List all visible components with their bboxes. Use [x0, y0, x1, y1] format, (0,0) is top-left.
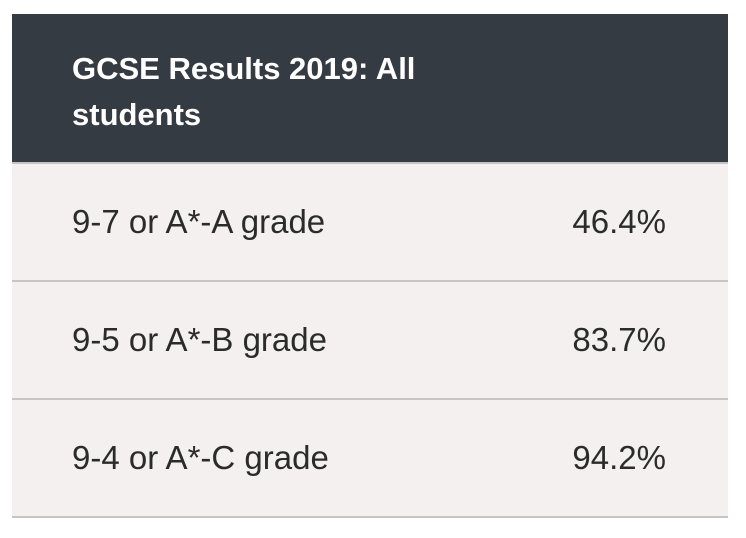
grade-label: 9-5 or A*-B grade	[72, 321, 327, 358]
table-row: 9-5 or A*-B grade 83.7%	[12, 280, 728, 398]
grade-label: 9-7 or A*-A grade	[72, 203, 326, 240]
gcse-results-table: GCSE Results 2019: All students 9-7 or A…	[12, 14, 728, 518]
table-row: 9-7 or A*-A grade 46.4%	[12, 162, 728, 280]
grade-label: 9-4 or A*-C grade	[72, 439, 329, 476]
grade-percentage: 83.7%	[572, 321, 666, 358]
table-title: GCSE Results 2019: All students	[72, 51, 416, 132]
table-header: GCSE Results 2019: All students	[12, 14, 728, 162]
grade-percentage: 94.2%	[572, 439, 666, 476]
table-row: 9-4 or A*-C grade 94.2%	[12, 398, 728, 518]
grade-percentage: 46.4%	[572, 203, 666, 240]
